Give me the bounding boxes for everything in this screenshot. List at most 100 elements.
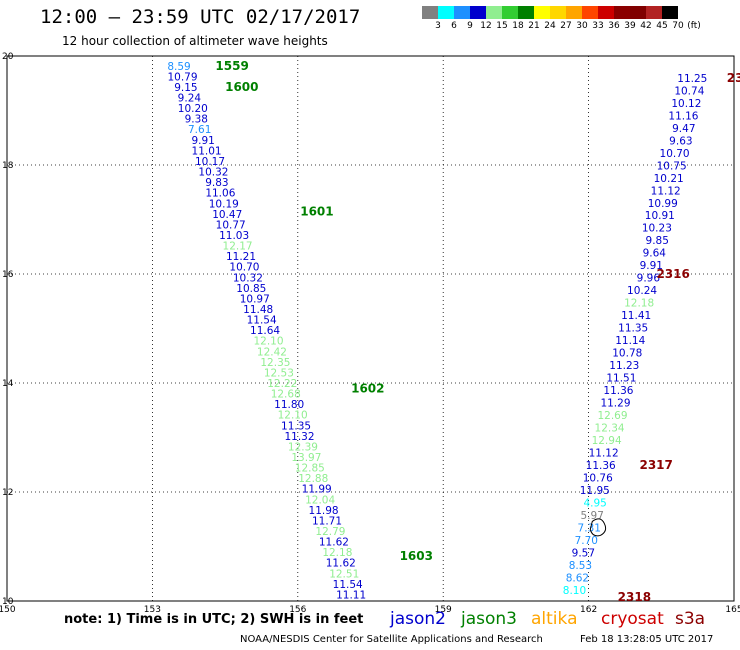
time-label: 23 — [727, 71, 740, 85]
x-tick-label: 156 — [289, 605, 306, 615]
wave-height-value: 9.64 — [643, 248, 667, 260]
colorbar-label: 27 — [560, 21, 572, 31]
wave-height-value: 9.96 — [637, 273, 661, 285]
credit-line: NOAA/NESDIS Center for Satellite Applica… — [240, 634, 543, 645]
wave-height-value: 12.94 — [592, 435, 622, 447]
wave-height-value: 10.21 — [654, 173, 684, 185]
wave-height-value: 11.14 — [615, 335, 645, 347]
time-label: 1602 — [351, 381, 384, 395]
wave-height-value: 11.51 — [606, 373, 636, 385]
wave-height-value: 10.74 — [674, 85, 704, 97]
generated-timestamp: Feb 18 13:28:05 UTC 2017 — [580, 634, 714, 645]
colorbar-swatch — [662, 6, 678, 19]
y-tick-label: 12 — [2, 488, 13, 498]
wave-height-value: 12.10 — [253, 336, 283, 348]
wave-height-value: 11.16 — [668, 110, 698, 122]
wave-height-value: 9.15 — [174, 82, 197, 94]
wave-height-value: 10.79 — [167, 71, 197, 83]
wave-height-value: 10.17 — [195, 156, 225, 168]
mission-jason2: jason2 — [390, 609, 446, 629]
colorbar-label: 21 — [528, 21, 540, 31]
wave-height-value: 10.99 — [648, 198, 678, 210]
wave-height-value: 8.59 — [167, 61, 190, 73]
colorbar-swatch — [486, 6, 502, 19]
wave-height-value: 12.88 — [298, 473, 328, 485]
wave-height-value: 9.38 — [185, 114, 208, 126]
wave-height-value: 9.83 — [205, 177, 228, 189]
wave-height-value: 10.24 — [627, 285, 657, 297]
colorbar-swatch — [502, 6, 518, 19]
wave-height-value: 10.78 — [612, 348, 642, 360]
wave-height-value: 4.95 — [583, 498, 606, 510]
wave-height-value: 10.85 — [236, 283, 266, 295]
x-tick-label: 159 — [435, 605, 452, 615]
mission-altika: altika — [531, 609, 578, 629]
wave-height-value: 10.75 — [657, 160, 687, 172]
wave-height-value: 10.77 — [216, 219, 246, 231]
colorbar-swatch — [470, 6, 486, 19]
time-label: 2316 — [656, 267, 689, 281]
mission-jason3: jason3 — [461, 609, 517, 629]
wave-height-value: 11.41 — [621, 310, 651, 322]
colorbar-label: 24 — [544, 21, 556, 31]
wave-height-value: 13.97 — [291, 452, 321, 464]
land-outline — [589, 518, 607, 537]
wave-height-value: 10.76 — [583, 473, 613, 485]
wave-height-value: 11.62 — [319, 537, 349, 549]
mission-s3a: s3a — [675, 609, 706, 629]
wave-height-value: 9.24 — [178, 93, 202, 105]
wave-height-value: 9.47 — [672, 123, 695, 135]
wave-height-value: 12.10 — [278, 410, 308, 422]
wave-height-value: 7.70 — [575, 535, 598, 547]
wave-height-value: 11.01 — [192, 145, 222, 157]
wave-height-value: 10.32 — [198, 167, 228, 179]
wave-height-value: 10.47 — [212, 209, 242, 221]
time-label: 1603 — [400, 549, 433, 563]
wave-height-value: 11.98 — [309, 505, 339, 517]
wave-height-value: 8.10 — [563, 585, 586, 597]
colorbar-swatch — [566, 6, 582, 19]
y-tick-label: 20 — [2, 52, 14, 62]
wave-height-value: 11.29 — [600, 398, 630, 410]
wave-height-value: 10.19 — [209, 198, 239, 210]
wave-height-value: 10.23 — [642, 223, 672, 235]
wave-height-value: 11.12 — [651, 185, 681, 197]
colorbar-label: 18 — [512, 21, 524, 31]
colorbar-label: 45 — [656, 21, 668, 31]
wave-height-value: 10.32 — [233, 272, 263, 284]
wave-height-value: 9.85 — [646, 235, 669, 247]
wave-height-value: 11.48 — [243, 304, 273, 316]
colorbar-label: 15 — [496, 21, 508, 31]
wave-height-value: 12.69 — [597, 410, 627, 422]
colorbar-swatch — [598, 6, 614, 19]
colorbar-label: 12 — [480, 21, 492, 31]
wave-height-value: 9.91 — [191, 135, 214, 147]
colorbar-swatch — [550, 6, 566, 19]
wave-height-value: 11.80 — [274, 399, 304, 411]
wave-height-value: 10.20 — [178, 103, 208, 115]
wave-height-value: 11.62 — [326, 558, 356, 570]
wave-height-value: 11.11 — [336, 589, 366, 601]
wave-height-value: 12.18 — [624, 298, 654, 310]
wave-height-value: 11.64 — [250, 325, 280, 337]
time-label: 1601 — [300, 204, 333, 218]
wave-height-value: 11.35 — [281, 420, 311, 432]
colorbar-label: 33 — [592, 21, 604, 31]
wave-height-value: 9.57 — [572, 548, 595, 560]
wave-height-value: 7.31 — [578, 523, 601, 535]
wave-height-value: 12.04 — [305, 494, 335, 506]
wave-height-value: 9.91 — [640, 260, 663, 272]
time-label: 2317 — [639, 458, 672, 472]
colorbar-label: 3 — [435, 21, 441, 31]
y-tick-label: 10 — [2, 597, 14, 607]
wave-height-value: 12.17 — [223, 241, 253, 253]
colorbar-swatch — [422, 6, 438, 19]
colorbar-swatch — [614, 6, 630, 19]
wave-height-value: 10.12 — [671, 98, 701, 110]
colorbar-swatch — [438, 6, 454, 19]
wave-height-value: 5.97 — [581, 510, 604, 522]
wave-height-value: 11.03 — [219, 230, 249, 242]
wave-height-value: 12.53 — [264, 367, 294, 379]
x-tick-label: 153 — [144, 605, 161, 615]
